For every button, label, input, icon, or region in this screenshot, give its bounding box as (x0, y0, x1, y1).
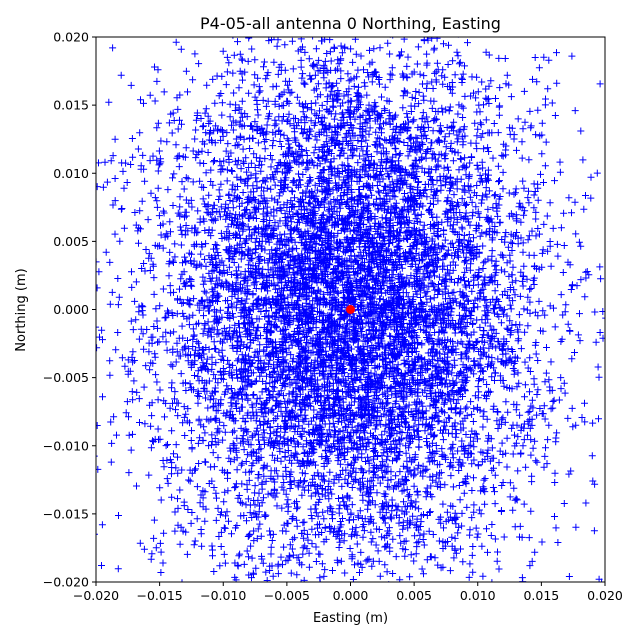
y-tick-label: −0.015 (43, 506, 89, 521)
center-point (346, 305, 355, 314)
x-axis-label: Easting (m) (313, 611, 388, 626)
y-tick-label: −0.010 (43, 438, 89, 453)
y-tick-label: 0.010 (53, 166, 89, 181)
x-tick-label: −0.020 (73, 588, 119, 603)
x-tick-label: 0.020 (587, 588, 623, 603)
x-tick-label: −0.005 (264, 588, 310, 603)
x-tick-label: −0.010 (200, 588, 246, 603)
x-tick-label: 0.015 (523, 588, 559, 603)
x-tick-label: 0.000 (333, 588, 369, 603)
x-tick-label: −0.015 (136, 588, 182, 603)
y-tick-label: 0.000 (53, 302, 89, 317)
y-axis-label: Northing (m) (14, 268, 29, 351)
y-tick-label: 0.020 (53, 30, 89, 45)
x-tick-label: 0.010 (460, 588, 496, 603)
y-tick-label: 0.015 (53, 98, 89, 113)
y-tick-label: −0.020 (43, 575, 89, 590)
x-axis: −0.020 −0.015 −0.010 −0.005 0.000 0.005 0.010 0… (73, 582, 623, 603)
y-axis: −0.020 −0.015 −0.010 −0.005 0.000 0.005 0.010 0… (43, 30, 96, 590)
x-tick-label: 0.005 (396, 588, 432, 603)
scatter-layer (96, 37, 605, 582)
chart-title: P4-05-all antenna 0 Northing, Easting (200, 14, 501, 33)
y-tick-label: −0.005 (43, 370, 89, 385)
y-tick-label: 0.005 (53, 234, 89, 249)
scatter-points-blue (96, 37, 605, 582)
